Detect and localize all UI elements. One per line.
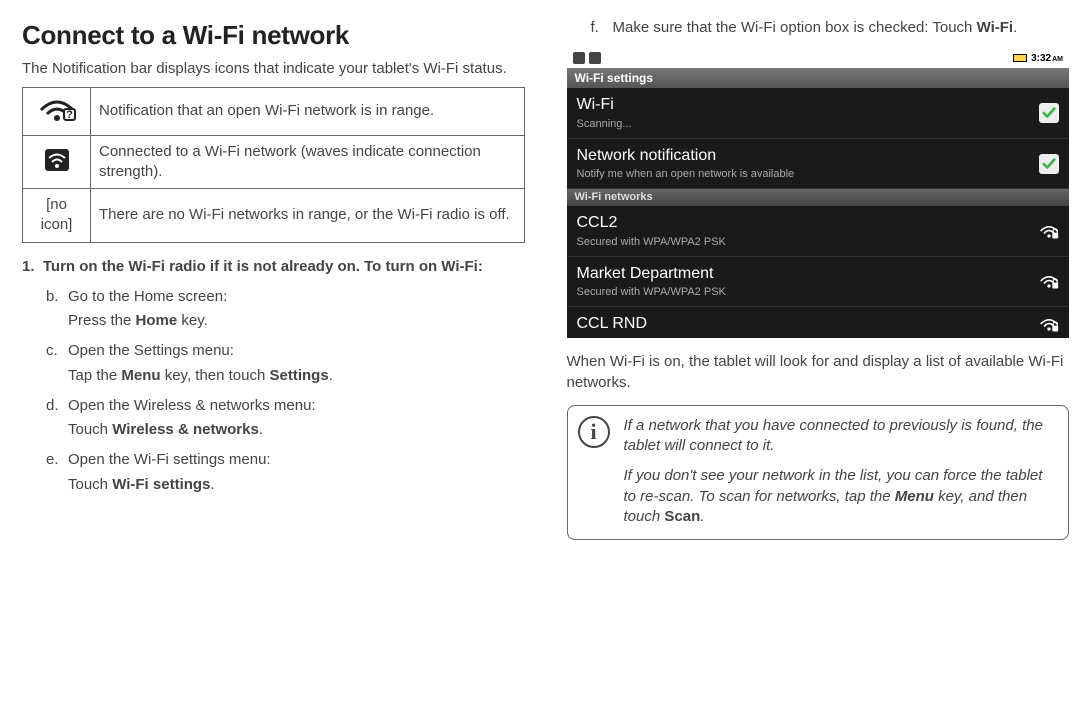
screen-title: Wi-Fi settings bbox=[567, 68, 1070, 88]
wifi-secured-icon bbox=[1039, 315, 1059, 333]
text-fragment: Wi-Fi bbox=[977, 19, 1014, 36]
text-fragment: Menu bbox=[895, 488, 934, 505]
substep-label: c. bbox=[46, 341, 68, 361]
row-sub: Notify me when an open network is availa… bbox=[577, 167, 1040, 182]
substep-text: Open the Settings menu: bbox=[68, 342, 234, 359]
substep-b-body: Press the Home key. bbox=[68, 311, 525, 331]
substep-label: f. bbox=[591, 18, 613, 38]
row-sub: Scanning... bbox=[577, 117, 1040, 132]
text-fragment: Tap the bbox=[68, 367, 121, 384]
clock-time: 3:32 bbox=[1031, 53, 1051, 64]
substep-text: Open the Wi-Fi settings menu: bbox=[68, 451, 271, 468]
text-fragment: key, then touch bbox=[161, 367, 270, 384]
step-1-text: Turn on the Wi-Fi radio if it is not alr… bbox=[43, 258, 483, 275]
substep-e-body: Touch Wi-Fi settings. bbox=[68, 475, 525, 495]
wifi-settings-screenshot: 3:32AM Wi-Fi settings Wi-Fi Scanning... … bbox=[567, 48, 1070, 338]
battery-icon bbox=[1013, 54, 1027, 62]
text-fragment: . bbox=[210, 476, 214, 493]
status-icon bbox=[589, 52, 601, 64]
substep-b: b.Go to the Home screen: bbox=[46, 287, 525, 307]
table-row: [no icon] There are no Wi-Fi networks in… bbox=[23, 189, 525, 243]
wifi-secured-icon bbox=[1039, 222, 1059, 240]
network-row[interactable]: CCL2 Secured with WPA/WPA2 PSK bbox=[567, 206, 1070, 256]
substep-text: Go to the Home screen: bbox=[68, 288, 227, 305]
row-title: CCL2 bbox=[577, 212, 1040, 234]
right-column: f.Make sure that the Wi-Fi option box is… bbox=[567, 18, 1070, 540]
text-fragment: Wireless & networks bbox=[112, 421, 259, 438]
wifi-connected-icon bbox=[37, 145, 77, 173]
text-fragment: key. bbox=[177, 312, 208, 329]
network-row[interactable]: CCL RND bbox=[567, 307, 1070, 338]
text-fragment: Menu bbox=[121, 367, 160, 384]
row-title: Wi-Fi bbox=[577, 94, 1040, 116]
intro-text: The Notification bar displays icons that… bbox=[22, 59, 525, 79]
left-column: Connect to a Wi-Fi network The Notificat… bbox=[22, 18, 525, 540]
table-cell: There are no Wi-Fi networks in range, or… bbox=[91, 189, 525, 243]
page: Connect to a Wi-Fi network The Notificat… bbox=[22, 18, 1069, 540]
wifi-open-icon: ? bbox=[37, 94, 77, 122]
substep-text: Open the Wireless & networks menu: bbox=[68, 397, 316, 414]
table-row: ? Notification that an open Wi-Fi networ… bbox=[23, 88, 525, 135]
info-icon: i bbox=[578, 416, 610, 448]
row-title: CCL RND bbox=[577, 313, 1040, 335]
row-title: Network notification bbox=[577, 145, 1040, 167]
text-fragment: Home bbox=[136, 312, 178, 329]
substep-e: e.Open the Wi-Fi settings menu: bbox=[46, 450, 525, 470]
text-fragment: . bbox=[329, 367, 333, 384]
setting-row-wifi[interactable]: Wi-Fi Scanning... bbox=[567, 88, 1070, 138]
substep-c: c.Open the Settings menu: bbox=[46, 341, 525, 361]
substep-label: b. bbox=[46, 287, 68, 307]
substep-f: f.Make sure that the Wi-Fi option box is… bbox=[591, 18, 1070, 38]
text-fragment: Touch bbox=[68, 421, 112, 438]
info-paragraph-1: If a network that you have connected to … bbox=[624, 416, 1057, 457]
after-screenshot-text: When Wi-Fi is on, the tablet will look f… bbox=[567, 352, 1070, 393]
step-number: 1. bbox=[22, 258, 43, 275]
text-fragment: . bbox=[259, 421, 263, 438]
text-fragment: Make sure that the Wi-Fi option box is c… bbox=[613, 19, 977, 36]
substep-d-body: Touch Wireless & networks. bbox=[68, 420, 525, 440]
table-cell: Notification that an open Wi-Fi network … bbox=[91, 88, 525, 135]
setting-row-notification[interactable]: Network notification Notify me when an o… bbox=[567, 139, 1070, 189]
table-row: Connected to a Wi-Fi network (waves indi… bbox=[23, 135, 525, 189]
text-fragment: Touch bbox=[68, 476, 112, 493]
text-fragment: . bbox=[700, 508, 704, 525]
text-fragment: Scan bbox=[664, 508, 700, 525]
status-bar-left bbox=[573, 52, 601, 64]
substep-text: Make sure that the Wi-Fi option box is c… bbox=[613, 19, 1018, 36]
info-paragraph-2: If you don't see your network in the lis… bbox=[624, 466, 1057, 527]
checkbox-checked[interactable] bbox=[1039, 103, 1059, 123]
status-bar: 3:32AM bbox=[567, 48, 1070, 68]
wifi-secured-icon bbox=[1039, 272, 1059, 290]
clock-ampm: AM bbox=[1052, 56, 1063, 63]
info-box: i If a network that you have connected t… bbox=[567, 405, 1070, 540]
row-title: Market Department bbox=[577, 263, 1040, 285]
wifi-open-icon-cell: ? bbox=[23, 88, 91, 135]
page-title: Connect to a Wi-Fi network bbox=[22, 18, 525, 53]
table-cell: Connected to a Wi-Fi network (waves indi… bbox=[91, 135, 525, 189]
step-1: 1. Turn on the Wi-Fi radio if it is not … bbox=[22, 257, 525, 277]
substep-label: d. bbox=[46, 396, 68, 416]
clock: 3:32AM bbox=[1031, 52, 1063, 66]
wifi-icons-table: ? Notification that an open Wi-Fi networ… bbox=[22, 87, 525, 242]
text-fragment: . bbox=[1013, 19, 1017, 36]
svg-text:?: ? bbox=[66, 109, 73, 121]
network-row[interactable]: Market Department Secured with WPA/WPA2 … bbox=[567, 257, 1070, 307]
row-sub: Secured with WPA/WPA2 PSK bbox=[577, 235, 1040, 250]
text-fragment: Wi-Fi settings bbox=[112, 476, 210, 493]
wifi-connected-icon-cell bbox=[23, 135, 91, 189]
status-bar-right: 3:32AM bbox=[1013, 52, 1063, 66]
text-fragment: Press the bbox=[68, 312, 136, 329]
row-sub: Secured with WPA/WPA2 PSK bbox=[577, 285, 1040, 300]
text-fragment: Settings bbox=[270, 367, 329, 384]
checkbox-checked[interactable] bbox=[1039, 154, 1059, 174]
substep-label: e. bbox=[46, 450, 68, 470]
no-icon-cell: [no icon] bbox=[23, 189, 91, 243]
section-header: Wi-Fi networks bbox=[567, 189, 1070, 206]
substep-c-body: Tap the Menu key, then touch Settings. bbox=[68, 366, 525, 386]
substep-d: d.Open the Wireless & networks menu: bbox=[46, 396, 525, 416]
status-icon bbox=[573, 52, 585, 64]
